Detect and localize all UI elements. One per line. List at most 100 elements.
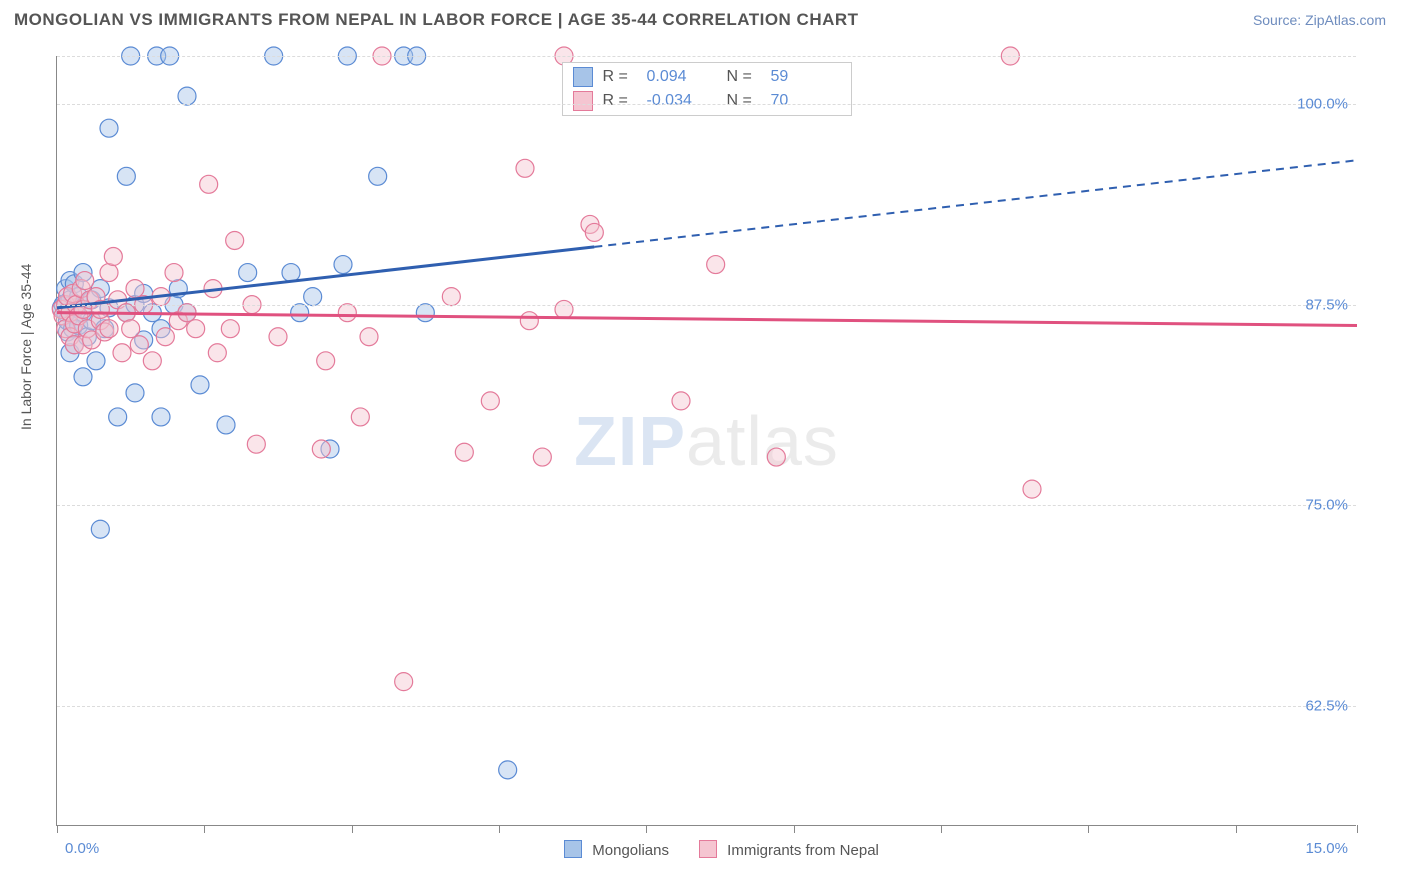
data-point	[312, 440, 330, 458]
legend-swatch	[573, 91, 593, 111]
x-tick	[204, 825, 205, 833]
data-point	[520, 312, 538, 330]
data-point	[109, 408, 127, 426]
plot-area: ZIPatlas R =0.094N =59R =-0.034N =70 0.0…	[56, 56, 1356, 826]
legend-r-label: R =	[603, 92, 637, 110]
data-point	[707, 256, 725, 274]
data-point	[499, 761, 517, 779]
data-point	[455, 443, 473, 461]
data-point	[247, 435, 265, 453]
data-point	[74, 368, 92, 386]
data-point	[208, 344, 226, 362]
legend-swatch	[699, 840, 717, 858]
x-tick	[1357, 825, 1358, 833]
gridline	[57, 104, 1356, 105]
data-point	[191, 376, 209, 394]
data-point	[126, 384, 144, 402]
y-tick-label: 100.0%	[1297, 96, 1348, 113]
x-tick	[499, 825, 500, 833]
data-point	[200, 175, 218, 193]
data-point	[100, 119, 118, 137]
data-point	[1023, 480, 1041, 498]
data-point	[585, 223, 603, 241]
data-point	[351, 408, 369, 426]
y-tick-label: 62.5%	[1305, 697, 1348, 714]
data-point	[291, 304, 309, 322]
data-point	[239, 264, 257, 282]
chart-title: MONGOLIAN VS IMMIGRANTS FROM NEPAL IN LA…	[14, 10, 859, 30]
legend-row: R = -0.034 N = 70	[573, 89, 841, 113]
x-tick	[352, 825, 353, 833]
data-point	[87, 352, 105, 370]
data-point	[126, 280, 144, 298]
data-point	[416, 304, 434, 322]
legend-r-value: -0.034	[647, 92, 717, 110]
data-point	[338, 304, 356, 322]
data-point	[117, 167, 135, 185]
data-point	[516, 159, 534, 177]
source-label: Source: ZipAtlas.com	[1253, 12, 1386, 28]
x-tick	[646, 825, 647, 833]
legend-label: Mongolians	[588, 842, 669, 859]
data-point	[533, 448, 551, 466]
data-point	[122, 320, 140, 338]
series-legend: Mongolians Immigrants from Nepal	[57, 840, 1356, 859]
data-point	[369, 167, 387, 185]
y-axis-label: In Labor Force | Age 35-44	[18, 264, 34, 430]
legend-label: Immigrants from Nepal	[723, 842, 879, 859]
x-tick	[941, 825, 942, 833]
x-tick	[1088, 825, 1089, 833]
y-tick-label: 75.0%	[1305, 497, 1348, 514]
legend-swatch	[564, 840, 582, 858]
data-point	[217, 416, 235, 434]
data-point	[156, 328, 174, 346]
x-tick	[57, 825, 58, 833]
data-point	[269, 328, 287, 346]
trend-line-extrapolated	[594, 160, 1357, 247]
correlation-legend: R = 0.094 N = 59 R = -0.034 N = 70	[562, 62, 852, 116]
data-point	[143, 352, 161, 370]
data-point	[334, 256, 352, 274]
data-point	[304, 288, 322, 306]
data-point	[187, 320, 205, 338]
data-point	[221, 320, 239, 338]
gridline	[57, 505, 1356, 506]
trend-line	[57, 247, 594, 308]
legend-n-value: 59	[771, 68, 841, 86]
data-point	[317, 352, 335, 370]
trend-line	[57, 313, 1357, 326]
data-point	[282, 264, 300, 282]
data-point	[100, 264, 118, 282]
data-point	[767, 448, 785, 466]
data-point	[165, 264, 183, 282]
gridline	[57, 305, 1356, 306]
data-point	[442, 288, 460, 306]
data-point	[152, 408, 170, 426]
legend-row: R = 0.094 N = 59	[573, 65, 841, 89]
gridline	[57, 706, 1356, 707]
data-point	[100, 320, 118, 338]
x-tick	[794, 825, 795, 833]
legend-r-value: 0.094	[647, 68, 717, 86]
data-point	[113, 344, 131, 362]
data-point	[76, 272, 94, 290]
gridline	[57, 56, 1356, 57]
data-point	[481, 392, 499, 410]
legend-n-label: N =	[727, 68, 761, 86]
data-point	[555, 300, 573, 318]
legend-r-label: R =	[603, 68, 637, 86]
chart-container: ZIPatlas R =0.094N =59R =-0.034N =70 0.0…	[46, 56, 1366, 826]
legend-swatch	[573, 67, 593, 87]
x-tick	[1236, 825, 1237, 833]
data-point	[91, 520, 109, 538]
data-point	[672, 392, 690, 410]
legend-n-value: 70	[771, 92, 841, 110]
data-point	[360, 328, 378, 346]
legend-n-label: N =	[727, 92, 761, 110]
y-tick-label: 87.5%	[1305, 296, 1348, 313]
data-point	[226, 231, 244, 249]
data-point	[130, 336, 148, 354]
data-point	[178, 87, 196, 105]
data-point	[395, 673, 413, 691]
data-point	[104, 248, 122, 266]
